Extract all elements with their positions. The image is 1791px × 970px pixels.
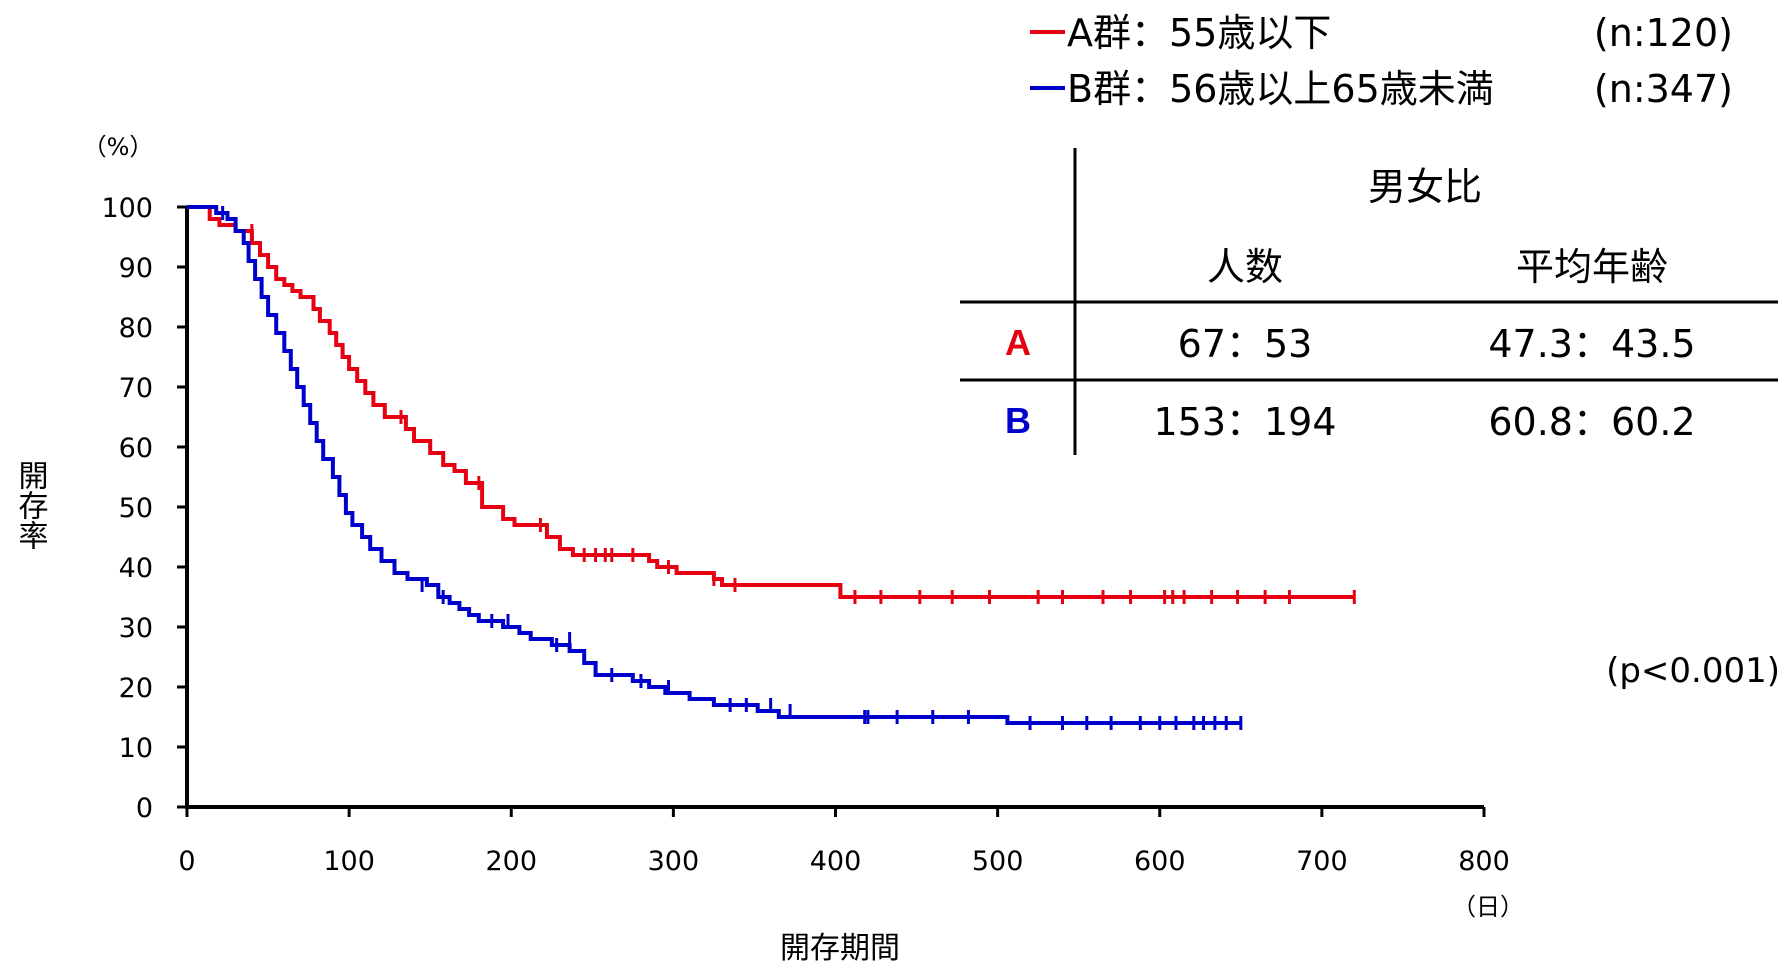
table-header-count: 人数 [1207, 245, 1283, 289]
y-axis-title: 開存率 [13, 460, 49, 550]
y-tick-label: 0 [136, 793, 153, 824]
legend-n-a: (n:120) [1594, 11, 1733, 55]
x-tick-label: 700 [1296, 846, 1348, 877]
x-tick-label: 400 [810, 846, 862, 877]
y-tick-label: 10 [119, 733, 153, 764]
y-unit-label: （%） [83, 133, 154, 161]
summary-table: 男女比 人数 平均年齢 A 67：53 47.3：43.5 B 153：194 … [960, 148, 1778, 455]
ticks: 0 100 200 300 400 500 600 700 800 0 10 20 30 40 50 60 70… [101, 193, 1509, 877]
table-header-age: 平均年齢 [1516, 245, 1668, 289]
series-line-b [187, 205, 1241, 725]
y-tick-label: 20 [119, 673, 153, 704]
table-row-a-age: 47.3：43.5 [1488, 322, 1695, 366]
table-row-a-count: 67：53 [1178, 322, 1313, 366]
x-tick-label: 100 [323, 846, 375, 877]
y-tick-label: 50 [119, 493, 153, 524]
table-row-a-label: A [1005, 322, 1031, 363]
legend-n-b: (n:347) [1594, 67, 1733, 111]
y-tick-label: 30 [119, 613, 153, 644]
y-tick-label: 100 [101, 193, 153, 224]
y-tick-label: 80 [119, 313, 153, 344]
table-row-b-count: 153：194 [1153, 400, 1336, 444]
x-tick-label: 200 [485, 846, 537, 877]
y-tick-label: 60 [119, 433, 153, 464]
table-row-b-age: 60.8：60.2 [1488, 400, 1695, 444]
plot-area [187, 205, 1356, 730]
table-title: 男女比 [1368, 165, 1482, 209]
y-tick-label: 90 [119, 253, 153, 284]
legend-label-b: B群：56歳以上65歳未満 [1067, 67, 1494, 111]
table-row-b-label: B [1005, 400, 1031, 441]
x-unit-label: （日） [1452, 893, 1524, 921]
x-axis-title: 開存期間 [780, 931, 900, 966]
x-tick-label: 500 [972, 846, 1024, 877]
x-tick-label: 800 [1458, 846, 1510, 877]
legend: A群：55歳以下 (n:120) B群：56歳以上65歳未満 (n:347) [1030, 11, 1733, 111]
y-tick-label: 70 [119, 373, 153, 404]
x-tick-label: 300 [648, 846, 700, 877]
p-value-label: (p<0.001) [1606, 651, 1780, 691]
legend-label-a: A群：55歳以下 [1067, 11, 1331, 55]
x-tick-label: 0 [178, 846, 195, 877]
y-tick-label: 40 [119, 553, 153, 584]
x-tick-label: 600 [1134, 846, 1186, 877]
